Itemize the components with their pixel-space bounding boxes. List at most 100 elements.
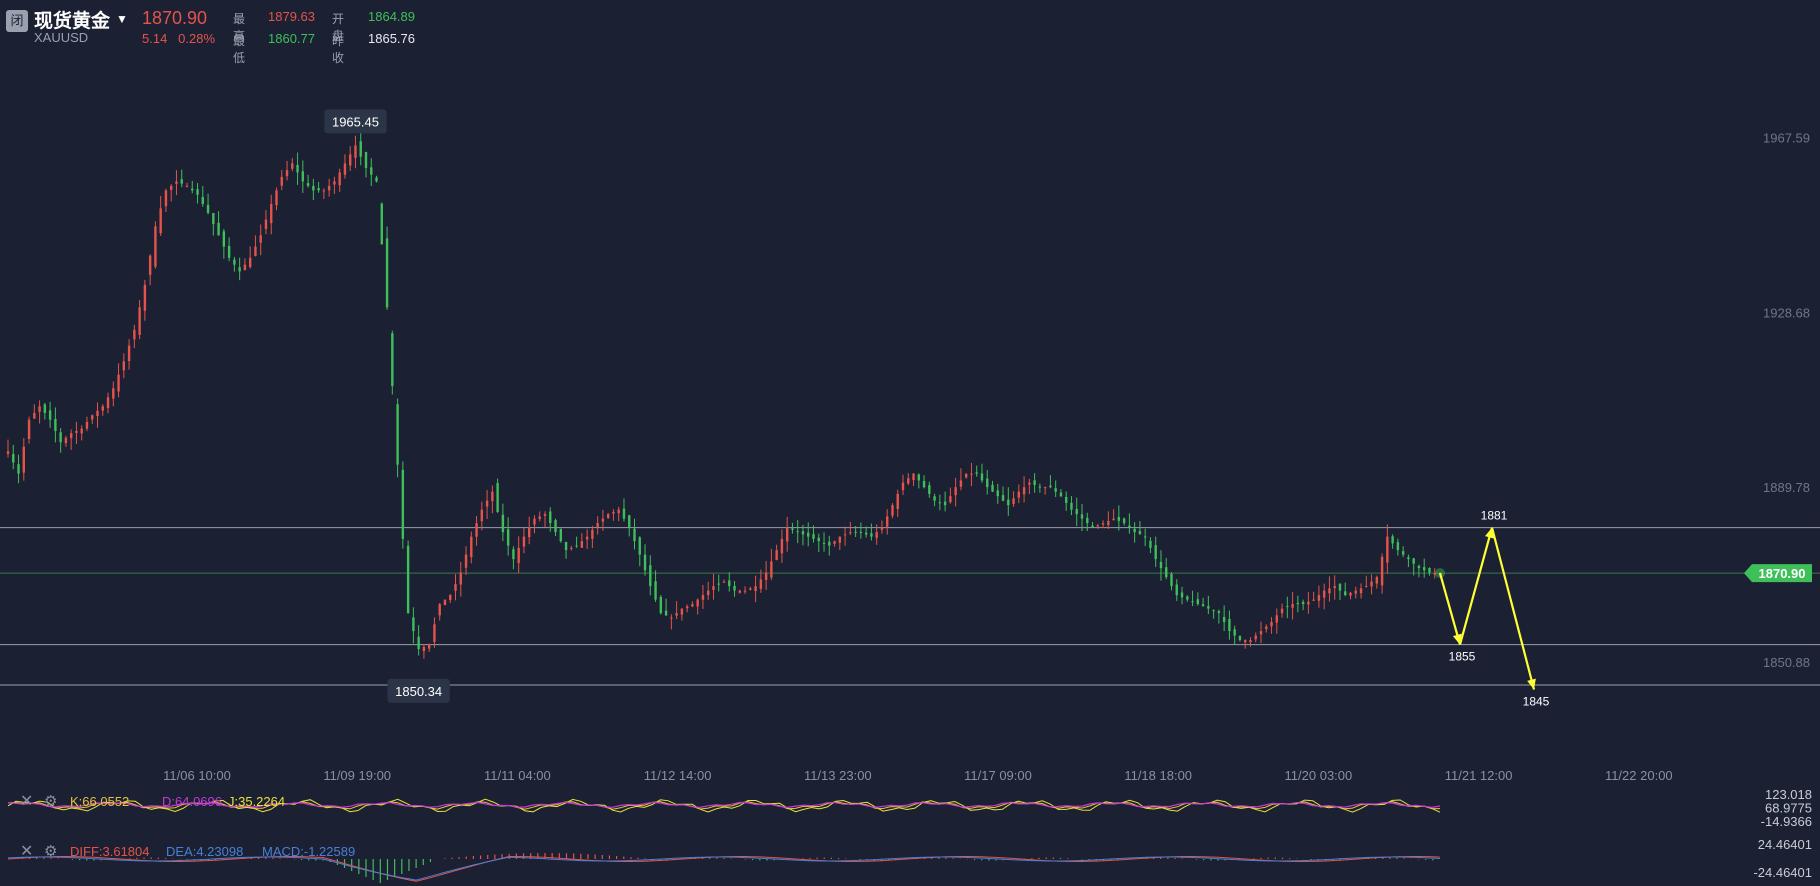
high-extreme-label: 1965.45 [332, 114, 379, 129]
candle-body [1122, 518, 1126, 524]
candle-body [1065, 496, 1068, 503]
candle-body [943, 501, 947, 506]
candle-body [1344, 591, 1347, 596]
candle-body [880, 527, 884, 530]
candle-body [117, 374, 120, 392]
instrument-name[interactable]: 现货黄金 [34, 11, 111, 32]
kdj-panel: ✕ ⚙ K:66.0552 D:64.0696 J:35.2264 123.01868.9… [7, 787, 1812, 829]
macd-axis-tick-label: -24.46401 [1753, 865, 1812, 880]
candle-body [422, 646, 426, 652]
kdj-axis-tick-label: 123.018 [1765, 787, 1812, 802]
candle-body [306, 183, 310, 186]
x-axis-tick-label: 11/11 04:00 [484, 768, 551, 783]
candle-body [17, 464, 20, 474]
candle-body [575, 545, 578, 547]
candle-body [201, 197, 204, 204]
candle-body [333, 181, 336, 185]
candle-body [91, 415, 94, 420]
macd-diff-label: DIFF:3.61804 [70, 844, 150, 859]
forecast-target-label: 1881 [1481, 509, 1508, 523]
candle-body [1417, 565, 1421, 569]
candle-body [254, 246, 257, 256]
macd-axis-tick-label: 24.46401 [1758, 837, 1812, 852]
candle-body [675, 613, 678, 616]
candle-body [322, 190, 326, 192]
candle-body [1043, 487, 1047, 489]
candle-body [127, 345, 131, 362]
candle-body [396, 404, 399, 465]
candle-body [359, 141, 362, 157]
candle-body [1212, 610, 1215, 612]
candle-body [1312, 599, 1315, 601]
candle-body [1291, 604, 1294, 608]
horizontal-line-group [0, 527, 1820, 686]
forecast-arrow-head [1452, 633, 1462, 645]
candle-body [33, 412, 36, 419]
candle-body [585, 536, 589, 540]
candle-body [354, 145, 357, 158]
candle-body [1307, 601, 1310, 605]
candle-body [1270, 622, 1273, 627]
kdj-k-label: K:66.0552 [70, 794, 129, 809]
candle-body [1091, 525, 1094, 528]
caret-down-icon[interactable]: ▼ [116, 12, 128, 26]
candle-body [38, 406, 41, 412]
candle-body [280, 176, 283, 186]
candle-body [1401, 551, 1405, 555]
x-axis-tick-label: 11/12 14:00 [644, 768, 712, 783]
high-label: 最高 [233, 12, 246, 43]
candle-body [233, 259, 236, 265]
candle-body [785, 527, 789, 542]
candle-body [1275, 615, 1278, 623]
candle-body [1143, 536, 1147, 538]
candle-body [317, 187, 320, 191]
candle-body [743, 590, 747, 592]
candle-body [707, 590, 710, 596]
candle-body [1117, 516, 1121, 521]
candle-body [1149, 540, 1152, 548]
candle-body [1075, 509, 1078, 515]
candle-body [59, 432, 62, 443]
x-axis-tick-label: 11/20 03:00 [1285, 768, 1353, 783]
candle-body [1365, 586, 1368, 588]
candle-body [406, 545, 410, 614]
candle-body [464, 554, 468, 568]
open-value: 1864.89 [368, 9, 415, 24]
candle-body [928, 485, 931, 494]
candle-body [649, 565, 652, 587]
candle-body [954, 487, 957, 496]
candle-body [749, 588, 752, 590]
candle-body [491, 491, 494, 502]
candle-body [375, 177, 378, 182]
candle-body [380, 203, 383, 245]
high-extreme-label-box [324, 109, 387, 134]
candle-body [1196, 599, 1200, 605]
candle-body [1096, 525, 1099, 527]
candle-body [217, 222, 220, 236]
candle-body [12, 454, 15, 463]
gear-icon: ⚙ [44, 793, 57, 810]
candle-body [1338, 583, 1342, 591]
low-value: 1860.77 [268, 31, 315, 46]
candle-body [754, 586, 757, 592]
candle-body [1154, 545, 1157, 560]
candle-body [1028, 482, 1031, 485]
kdj-d-line [7, 801, 1441, 809]
candle-body [970, 473, 973, 475]
candle-body [959, 480, 963, 487]
y-axis-tick-label: 1967.59 [1763, 130, 1810, 145]
x-axis-tick-label: 11/18 18:00 [1124, 768, 1192, 783]
candle-body [496, 483, 499, 512]
candle-body [796, 531, 799, 533]
candle-body [1380, 556, 1384, 586]
candle-body [875, 532, 878, 538]
candle-body [922, 481, 926, 488]
candle-body [112, 388, 115, 399]
candle-body [1128, 525, 1131, 528]
candle-body [6, 451, 10, 454]
candle-body [938, 502, 942, 504]
candle-body [1112, 518, 1115, 521]
candle-body [338, 172, 341, 186]
candle-body [1017, 491, 1021, 498]
